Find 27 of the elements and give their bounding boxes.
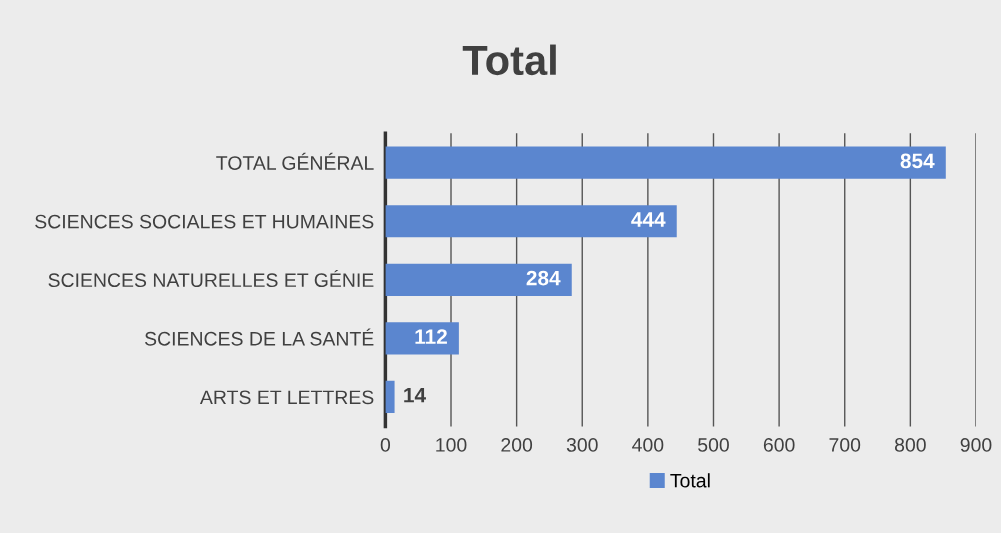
x-tick-label: 200 [501,438,533,452]
bar [385,205,677,238]
x-tick-label: 900 [960,438,992,452]
data-label: 854 [900,153,935,169]
bar [385,146,946,179]
legend-label: Total [670,473,710,488]
data-label: 284 [526,270,561,286]
x-tick-label: 600 [763,438,795,452]
x-tick-label: 800 [894,438,926,452]
y-tick-label: SCIENCES DE LA SANTÉ [144,328,374,346]
bar [385,263,572,296]
x-tick-label: 0 [380,438,391,452]
data-label: 444 [631,212,666,227]
x-tick-label: 500 [698,438,729,452]
y-tick-label: SCIENCES NATURELLES ET GÉNIE [48,270,374,288]
y-tick-label: SCIENCES SOCIALES ET HUMAINES [35,214,374,229]
x-tick-label: 300 [566,438,598,452]
data-label: 14 [404,388,426,403]
bar [385,322,459,355]
chart-title: Total [462,44,556,76]
y-tick-label: ARTS ET LETTRES [199,390,374,405]
x-tick-label: 100 [436,438,467,452]
data-label: 112 [415,329,447,344]
x-tick-label: 400 [632,438,664,452]
y-tick-label: TOTAL GÉNÉRAL [216,152,374,170]
x-tick-label: 700 [829,438,861,452]
bar [385,380,395,414]
